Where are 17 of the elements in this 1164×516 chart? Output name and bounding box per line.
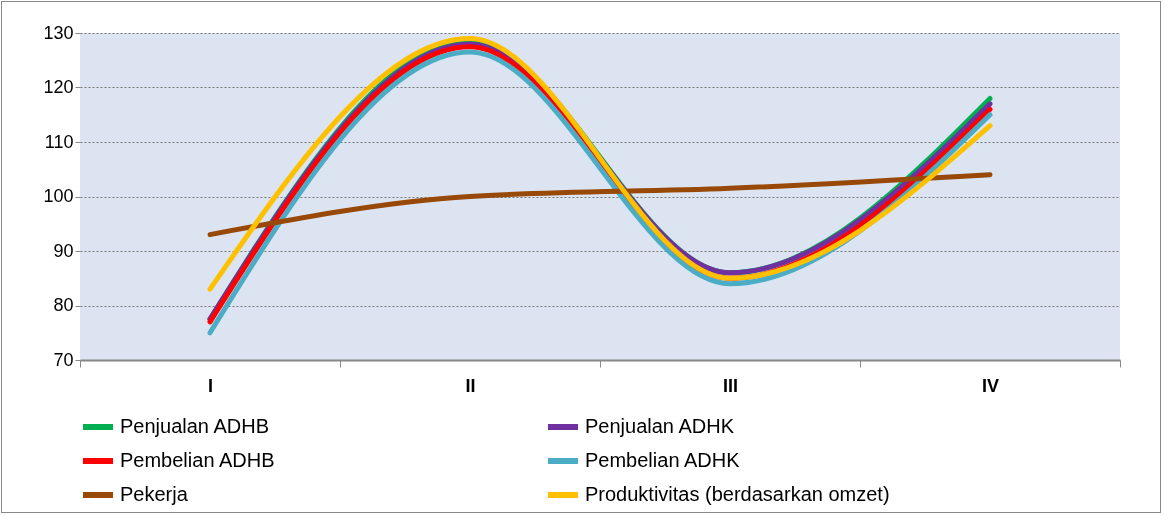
legend-label: Pembelian ADHK <box>585 449 741 471</box>
legend-label: Pekerja <box>120 483 189 505</box>
y-tick-label: 80 <box>53 295 74 315</box>
y-tick-label: 90 <box>53 240 74 261</box>
legend-label: Pembelian ADHB <box>120 449 275 471</box>
x-tick-label: I <box>207 375 214 396</box>
y-tick-label: 120 <box>43 77 74 97</box>
x-tick-label: IV <box>981 375 1000 396</box>
y-tick-label: 130 <box>43 22 74 43</box>
y-tick-label: 110 <box>44 131 74 152</box>
legend-label: Produktivitas (berdasarkan omzet) <box>585 483 890 505</box>
legend-label: Penjualan ADHB <box>120 415 269 437</box>
y-tick-label: 100 <box>43 186 74 206</box>
x-tick-label: II <box>465 375 476 396</box>
legend-label: Penjualan ADHK <box>585 415 735 437</box>
x-tick-label: III <box>722 375 739 396</box>
y-tick-label: 70 <box>53 349 74 370</box>
